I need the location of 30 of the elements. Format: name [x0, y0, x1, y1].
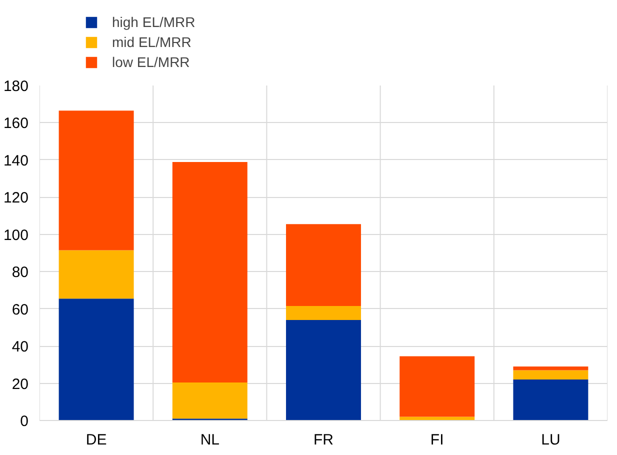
x-tick-label: LU	[541, 432, 560, 448]
bar	[286, 224, 361, 306]
y-tick-label: 180	[3, 78, 29, 95]
y-tick-label: 160	[3, 115, 29, 132]
bar	[513, 370, 588, 380]
y-tick-label: 80	[12, 264, 29, 282]
x-tick-label: NL	[200, 432, 220, 448]
legend-label: low EL/MRR	[112, 54, 190, 70]
legend-label: mid EL/MRR	[112, 34, 192, 50]
bar	[286, 306, 361, 320]
bar	[58, 298, 134, 420]
bar	[400, 356, 475, 417]
y-tick-label: 20	[12, 376, 29, 393]
x-tick-label: DE	[86, 432, 107, 448]
y-tick-label: 0	[20, 413, 28, 430]
legend-label: high EL/MRR	[112, 14, 196, 30]
bar	[513, 380, 588, 420]
bar	[58, 250, 134, 299]
x-tick-label: FR	[314, 432, 334, 448]
y-tick-label: 60	[12, 301, 29, 318]
y-tick-label: 120	[3, 190, 29, 207]
y-tick-label: 140	[3, 152, 29, 170]
y-tick-label: 40	[12, 338, 29, 356]
bar	[172, 382, 248, 419]
x-tick-label: FI	[430, 432, 444, 448]
bar	[286, 320, 361, 420]
bar	[58, 110, 134, 250]
bar	[513, 366, 588, 370]
bar	[172, 162, 248, 383]
y-tick-label: 100	[3, 226, 29, 244]
